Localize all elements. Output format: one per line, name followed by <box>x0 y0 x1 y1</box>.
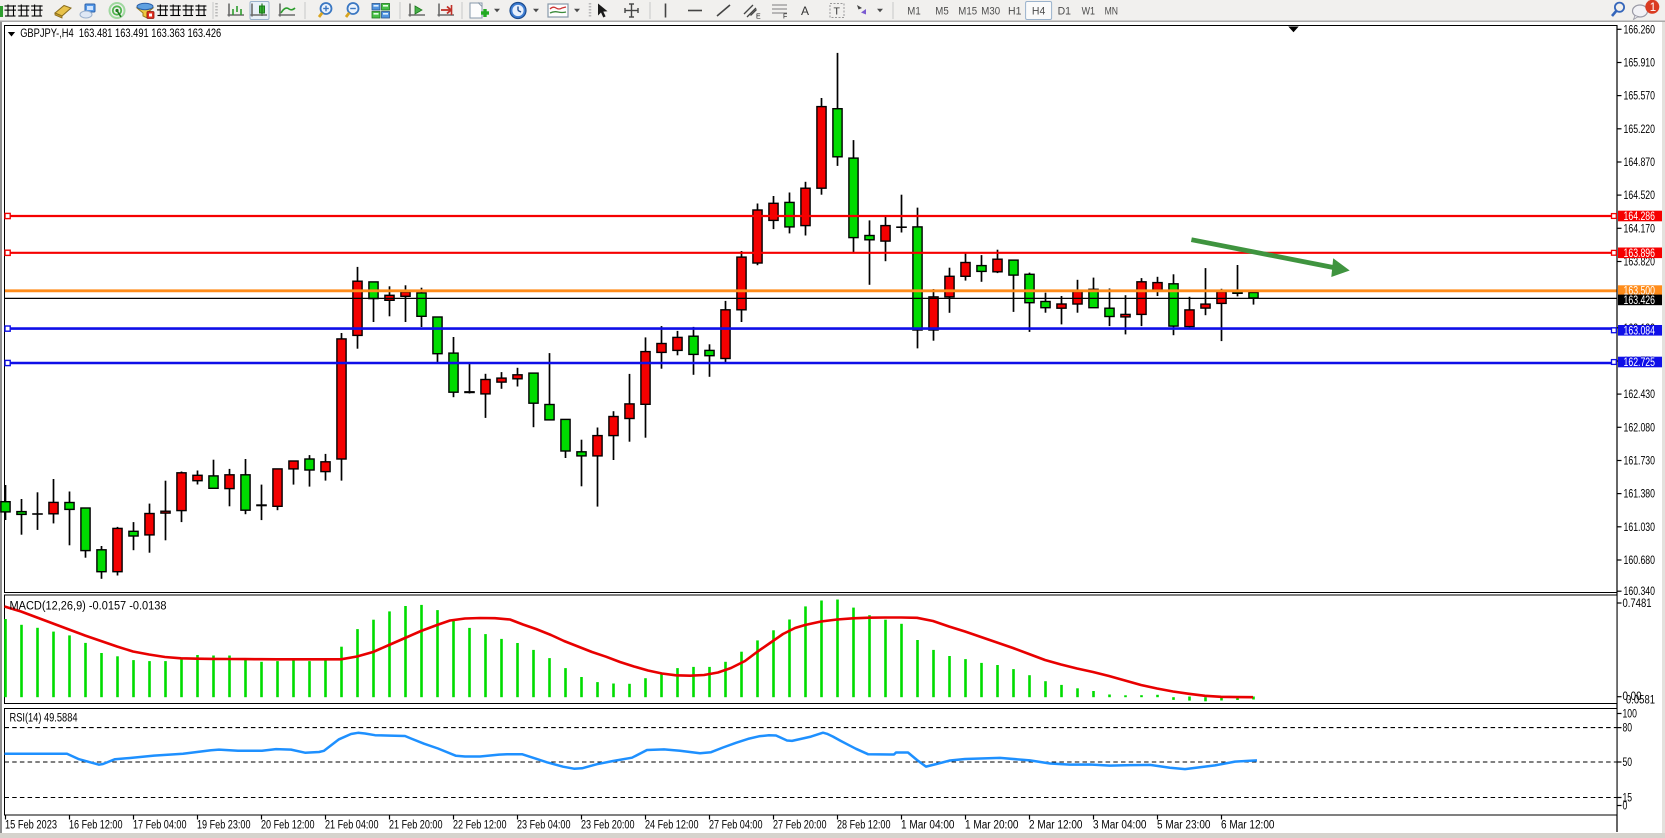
svg-text:24 Feb 12:00: 24 Feb 12:00 <box>645 820 699 832</box>
svg-text:162.430: 162.430 <box>1624 389 1656 401</box>
svg-text:162.080: 162.080 <box>1624 422 1656 434</box>
svg-text:163.896: 163.896 <box>1624 248 1656 260</box>
svg-text:165.220: 165.220 <box>1624 124 1656 136</box>
svg-text:GBPJPY-,H4 163.481 163.491 16: GBPJPY-,H4 163.481 163.491 163.363 163.4… <box>20 26 221 40</box>
svg-text:161.730: 161.730 <box>1624 456 1656 468</box>
svg-text:D1: D1 <box>1058 6 1071 18</box>
svg-text:164.870: 164.870 <box>1624 157 1656 169</box>
svg-text:100: 100 <box>1623 709 1637 721</box>
svg-text:5 Mar 23:00: 5 Mar 23:00 <box>1157 820 1211 832</box>
svg-text:F: F <box>783 14 787 21</box>
svg-text:21 Feb 04:00: 21 Feb 04:00 <box>325 820 379 832</box>
svg-text:MN: MN <box>1105 6 1118 18</box>
svg-text:1 Mar 20:00: 1 Mar 20:00 <box>965 820 1019 832</box>
svg-text:E: E <box>756 14 761 21</box>
svg-text:161.030: 161.030 <box>1624 522 1656 534</box>
svg-text:27 Feb 20:00: 27 Feb 20:00 <box>773 820 827 832</box>
svg-text:164.286: 164.286 <box>1624 211 1656 223</box>
svg-text:163.820: 163.820 <box>1624 257 1656 269</box>
svg-text:165.910: 165.910 <box>1624 58 1656 70</box>
svg-text:M1: M1 <box>907 6 920 18</box>
svg-text:M5: M5 <box>935 6 948 18</box>
svg-text:22 Feb 12:00: 22 Feb 12:00 <box>453 820 507 832</box>
svg-text:M15: M15 <box>958 6 977 18</box>
svg-text:0: 0 <box>1623 801 1628 813</box>
svg-text:A: A <box>801 4 809 18</box>
svg-text:16 Feb 12:00: 16 Feb 12:00 <box>69 820 123 832</box>
svg-text:H4: H4 <box>1032 6 1045 18</box>
svg-text:W1: W1 <box>1082 6 1095 18</box>
svg-text:165.570: 165.570 <box>1624 91 1656 103</box>
svg-text:164.170: 164.170 <box>1624 223 1656 235</box>
svg-text:17 Feb 04:00: 17 Feb 04:00 <box>133 820 187 832</box>
svg-text:0.7481: 0.7481 <box>1623 598 1652 610</box>
svg-text:2 Mar 12:00: 2 Mar 12:00 <box>1029 820 1083 832</box>
svg-text:21 Feb 20:00: 21 Feb 20:00 <box>389 820 443 832</box>
svg-text:15 Feb 2023: 15 Feb 2023 <box>5 820 57 832</box>
svg-text:1 Mar 04:00: 1 Mar 04:00 <box>901 820 955 832</box>
svg-text:15: 15 <box>1623 793 1633 805</box>
svg-text:27 Feb 04:00: 27 Feb 04:00 <box>709 820 763 832</box>
svg-text:163.084: 163.084 <box>1624 325 1656 337</box>
svg-text:166.260: 166.260 <box>1624 24 1656 36</box>
svg-text:0.00: 0.00 <box>1623 691 1642 703</box>
svg-text:163.426: 163.426 <box>1624 295 1656 307</box>
svg-text:T: T <box>834 6 841 18</box>
svg-text:160.340: 160.340 <box>1624 586 1656 598</box>
svg-text:28 Feb 12:00: 28 Feb 12:00 <box>837 820 891 832</box>
svg-text:23 Feb 04:00: 23 Feb 04:00 <box>517 820 571 832</box>
svg-text:160.680: 160.680 <box>1624 555 1656 567</box>
svg-text:23 Feb 20:00: 23 Feb 20:00 <box>581 820 635 832</box>
svg-text:19 Feb 23:00: 19 Feb 23:00 <box>197 820 251 832</box>
svg-text:6 Mar 12:00: 6 Mar 12:00 <box>1221 820 1275 832</box>
svg-text:161.380: 161.380 <box>1624 489 1656 501</box>
svg-text:164.520: 164.520 <box>1624 190 1656 202</box>
svg-text:0.0581: 0.0581 <box>1626 695 1655 707</box>
svg-text:1: 1 <box>1650 2 1656 14</box>
svg-text:RSI(14) 49.5884: RSI(14) 49.5884 <box>10 713 78 725</box>
svg-text:M30: M30 <box>981 6 1000 18</box>
svg-text:80: 80 <box>1623 723 1633 735</box>
svg-text:3 Mar 04:00: 3 Mar 04:00 <box>1093 820 1147 832</box>
svg-text:H1: H1 <box>1008 6 1021 18</box>
svg-text:20 Feb 12:00: 20 Feb 12:00 <box>261 820 315 832</box>
svg-text:162.725: 162.725 <box>1624 357 1656 369</box>
svg-text:50: 50 <box>1623 757 1633 769</box>
svg-text:MACD(12,26,9) -0.0157 -0.0138: MACD(12,26,9) -0.0157 -0.0138 <box>10 601 167 613</box>
